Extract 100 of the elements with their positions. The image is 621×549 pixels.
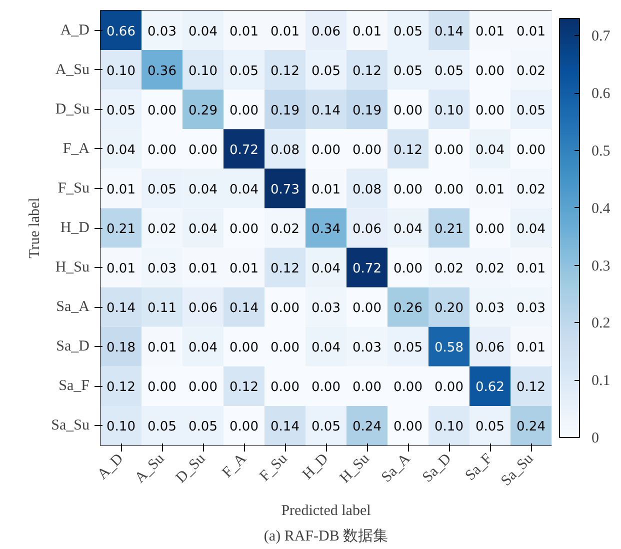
data-label: 0.01	[352, 24, 382, 40]
data-label: 0.12	[352, 64, 382, 79]
data-label: 0.14	[106, 301, 136, 316]
data-label: 0.00	[230, 340, 258, 356]
data-label: 0.08	[270, 142, 300, 158]
data-label: 0.00	[148, 142, 176, 158]
data-label: 0.00	[352, 380, 382, 396]
data-label: 0.00	[148, 103, 176, 118]
data-label: 0.00	[270, 380, 300, 396]
data-label: 0.20	[434, 301, 464, 316]
data-label: 0.06	[312, 24, 340, 40]
data-label: 0.10	[434, 420, 464, 435]
data-label: 0.03	[516, 301, 546, 316]
data-label: 0.00	[516, 142, 546, 158]
data-label: 0.02	[476, 262, 504, 277]
data-label: 0.03	[352, 340, 382, 356]
data-label: 0.01	[476, 182, 504, 198]
data-label: 0.66	[106, 24, 136, 40]
data-label: 0.00	[434, 380, 464, 396]
data-label: 0.00	[476, 103, 504, 118]
color-bar-label: 0.2	[592, 316, 610, 332]
data-label: 0.12	[270, 64, 300, 79]
data-label: 0.05	[148, 182, 176, 198]
data-label: 0.05	[106, 103, 136, 118]
y-tick-label: Sa_Su	[51, 418, 90, 434]
color-bar-label: 0.5	[592, 144, 610, 160]
data-label: 0.01	[188, 262, 218, 277]
data-label: 0.04	[230, 182, 258, 198]
data-label: 0.00	[352, 301, 382, 316]
data-label: 0.05	[148, 420, 176, 435]
data-label: 0.01	[106, 262, 136, 277]
data-label: 0.00	[394, 103, 422, 118]
data-label: 0.01	[230, 262, 258, 277]
data-label: 0.05	[394, 64, 422, 79]
data-label: 0.01	[516, 340, 546, 356]
data-label: 0.00	[394, 420, 422, 435]
data-label: 0.14	[434, 24, 464, 40]
data-label: 0.14	[270, 420, 300, 435]
data-label: 0.01	[312, 182, 340, 198]
y-axis-title: True label	[27, 198, 44, 258]
y-tick-label: F_Su	[58, 180, 90, 196]
data-label: 0.01	[148, 340, 176, 356]
data-label: 0.00	[434, 182, 464, 198]
data-label: 0.04	[106, 142, 136, 158]
data-label: 0.12	[394, 142, 422, 158]
x-tick-label: A_D	[94, 450, 127, 483]
data-label: 0.00	[394, 182, 422, 198]
data-label: 0.04	[476, 142, 504, 158]
data-label: 0.00	[188, 142, 218, 158]
data-label: 0.03	[148, 24, 176, 40]
x-tick-label: H_D	[300, 450, 332, 483]
data-label: 0.14	[312, 103, 340, 118]
color-bar-label: 0.4	[592, 200, 611, 217]
data-label: 0.03	[148, 262, 176, 277]
data-label: 0.05	[230, 64, 258, 79]
data-label: 0.05	[516, 103, 546, 118]
data-label: 0.00	[312, 142, 340, 158]
data-label: 0.10	[106, 420, 136, 435]
data-label: 0.05	[434, 64, 464, 79]
data-label: 0.19	[270, 103, 300, 118]
data-label: 0.06	[352, 222, 382, 237]
data-label: 0.00	[434, 142, 464, 158]
text: (a) RAF-DB 数据集	[264, 528, 388, 544]
data-label: 0.72	[230, 142, 258, 158]
x-tick-label: F_A	[219, 450, 250, 482]
data-label: 0.04	[312, 340, 340, 356]
data-label: 0.03	[312, 301, 340, 316]
data-label: 0.03	[476, 301, 504, 316]
color-bar-label: 0	[592, 430, 599, 446]
data-label: 0.04	[394, 222, 422, 237]
data-label: 0.04	[188, 340, 218, 356]
color-bar-label: 0.7	[592, 28, 611, 45]
data-label: 0.01	[516, 24, 546, 40]
data-label: 0.12	[270, 262, 300, 277]
data-label: 0.24	[516, 420, 546, 435]
data-label: 0.08	[352, 182, 382, 198]
y-tick-label: Sa_A	[56, 299, 90, 316]
data-label: 0.06	[476, 340, 504, 356]
data-label: 0.02	[270, 222, 300, 237]
data-label: 0.10	[106, 64, 136, 79]
data-label: 0.04	[516, 222, 546, 237]
data-label: 0.10	[188, 64, 218, 79]
color-bar-label: 0.3	[592, 258, 610, 274]
data-label: 0.02	[434, 262, 464, 277]
y-tick-label: H_Su	[55, 260, 90, 276]
data-label: 0.26	[394, 301, 422, 316]
data-label: 0.01	[106, 182, 136, 198]
data-label: 0.05	[476, 420, 504, 435]
data-label: 0.00	[352, 142, 382, 158]
x-axis-title: Predicted label	[281, 502, 371, 519]
data-label: 0.00	[230, 103, 258, 118]
data-label: 0.01	[476, 24, 504, 40]
data-label: 0.05	[188, 420, 218, 435]
data-label: 0.02	[516, 182, 546, 198]
data-label: 0.00	[394, 262, 422, 277]
data-label: 0.21	[434, 222, 464, 237]
data-label: 0.00	[230, 222, 258, 237]
data-label: 0.10	[434, 103, 464, 118]
data-label: 0.04	[188, 222, 218, 237]
data-label: 0.04	[312, 262, 340, 277]
